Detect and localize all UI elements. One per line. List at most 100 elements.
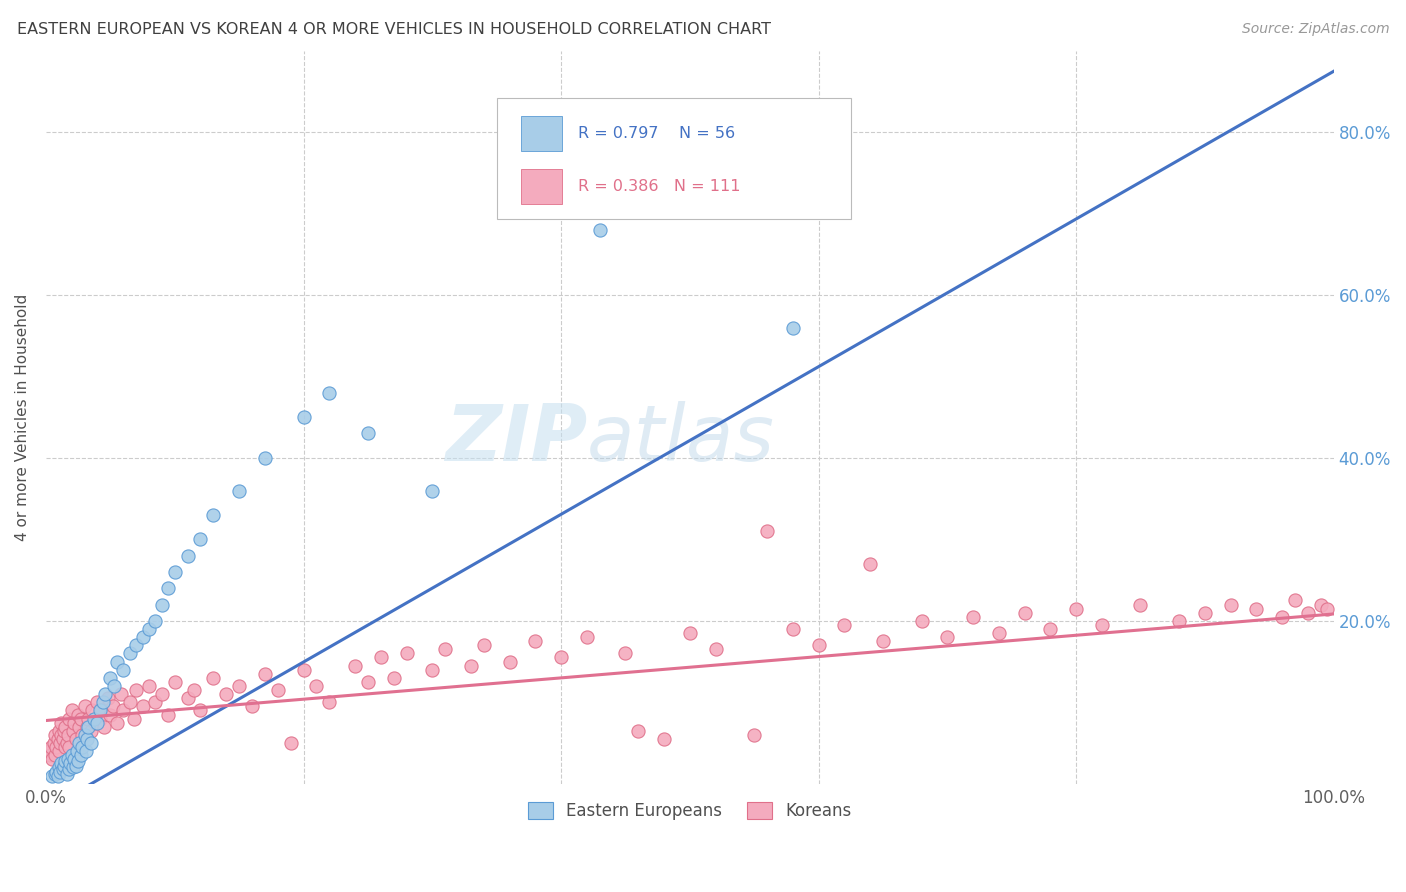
Point	[202, 671, 225, 685]
Point	[44, 767, 66, 781]
Point	[103, 679, 125, 693]
Point	[112, 703, 135, 717]
Point	[82, 703, 104, 717]
Point	[704, 642, 727, 657]
Point	[589, 223, 612, 237]
FancyBboxPatch shape	[522, 169, 562, 204]
Point	[834, 618, 856, 632]
Point	[63, 715, 86, 730]
Point	[98, 671, 121, 685]
Point	[38, 748, 60, 763]
Point	[67, 754, 90, 768]
Point	[157, 581, 180, 595]
Point	[80, 723, 103, 738]
Point	[460, 658, 482, 673]
Point	[51, 756, 73, 771]
Point	[987, 626, 1010, 640]
Point	[138, 679, 160, 693]
Point	[859, 557, 882, 571]
Point	[89, 712, 111, 726]
Point	[41, 768, 63, 782]
Point	[73, 699, 96, 714]
Point	[1091, 618, 1114, 632]
Point	[45, 740, 67, 755]
Point	[627, 723, 650, 738]
Point	[679, 626, 702, 640]
Point	[53, 759, 76, 773]
Point	[89, 703, 111, 717]
Text: atlas: atlas	[586, 401, 775, 477]
Point	[66, 744, 89, 758]
Point	[228, 483, 250, 498]
Point	[69, 720, 91, 734]
Point	[93, 720, 115, 734]
Point	[48, 744, 70, 758]
Point	[318, 695, 340, 709]
Point	[1039, 622, 1062, 636]
Point	[53, 754, 76, 768]
Point	[1168, 614, 1191, 628]
Point	[98, 707, 121, 722]
Point	[434, 642, 457, 657]
Point	[49, 764, 72, 779]
Point	[60, 748, 83, 763]
Point	[280, 736, 302, 750]
Point	[94, 687, 117, 701]
Point	[1246, 601, 1268, 615]
Point	[202, 508, 225, 522]
Point	[343, 658, 366, 673]
Point	[125, 683, 148, 698]
Point	[292, 663, 315, 677]
Point	[215, 687, 238, 701]
Point	[46, 768, 69, 782]
Point	[45, 764, 67, 779]
Point	[240, 699, 263, 714]
Point	[77, 712, 100, 726]
Point	[370, 650, 392, 665]
Point	[75, 744, 97, 758]
Point	[58, 762, 80, 776]
Point	[44, 728, 66, 742]
Point	[807, 638, 830, 652]
Point	[118, 695, 141, 709]
Point	[395, 647, 418, 661]
Point	[52, 731, 75, 746]
Point	[305, 679, 328, 693]
Point	[73, 728, 96, 742]
Point	[76, 720, 98, 734]
Point	[1271, 609, 1294, 624]
Point	[58, 740, 80, 755]
Text: R = 0.797    N = 56: R = 0.797 N = 56	[578, 126, 735, 141]
Point	[80, 736, 103, 750]
FancyBboxPatch shape	[496, 98, 851, 219]
Point	[1014, 606, 1036, 620]
Point	[1284, 593, 1306, 607]
Point	[83, 715, 105, 730]
Point	[38, 744, 60, 758]
Point	[91, 695, 114, 709]
Point	[48, 723, 70, 738]
Point	[357, 426, 380, 441]
Point	[46, 731, 69, 746]
Point	[56, 752, 79, 766]
Point	[41, 752, 63, 766]
Point	[67, 707, 90, 722]
Point	[872, 634, 894, 648]
Point	[105, 655, 128, 669]
Point	[550, 650, 572, 665]
Point	[55, 767, 77, 781]
Legend: Eastern Europeans, Koreans: Eastern Europeans, Koreans	[522, 795, 859, 827]
Point	[59, 756, 82, 771]
Point	[105, 715, 128, 730]
Point	[652, 731, 675, 746]
Point	[150, 598, 173, 612]
Point	[58, 712, 80, 726]
Point	[39, 740, 62, 755]
Point	[70, 728, 93, 742]
Point	[44, 748, 66, 763]
Point	[110, 687, 132, 701]
Point	[575, 630, 598, 644]
Point	[86, 715, 108, 730]
Point	[157, 707, 180, 722]
Point	[77, 720, 100, 734]
